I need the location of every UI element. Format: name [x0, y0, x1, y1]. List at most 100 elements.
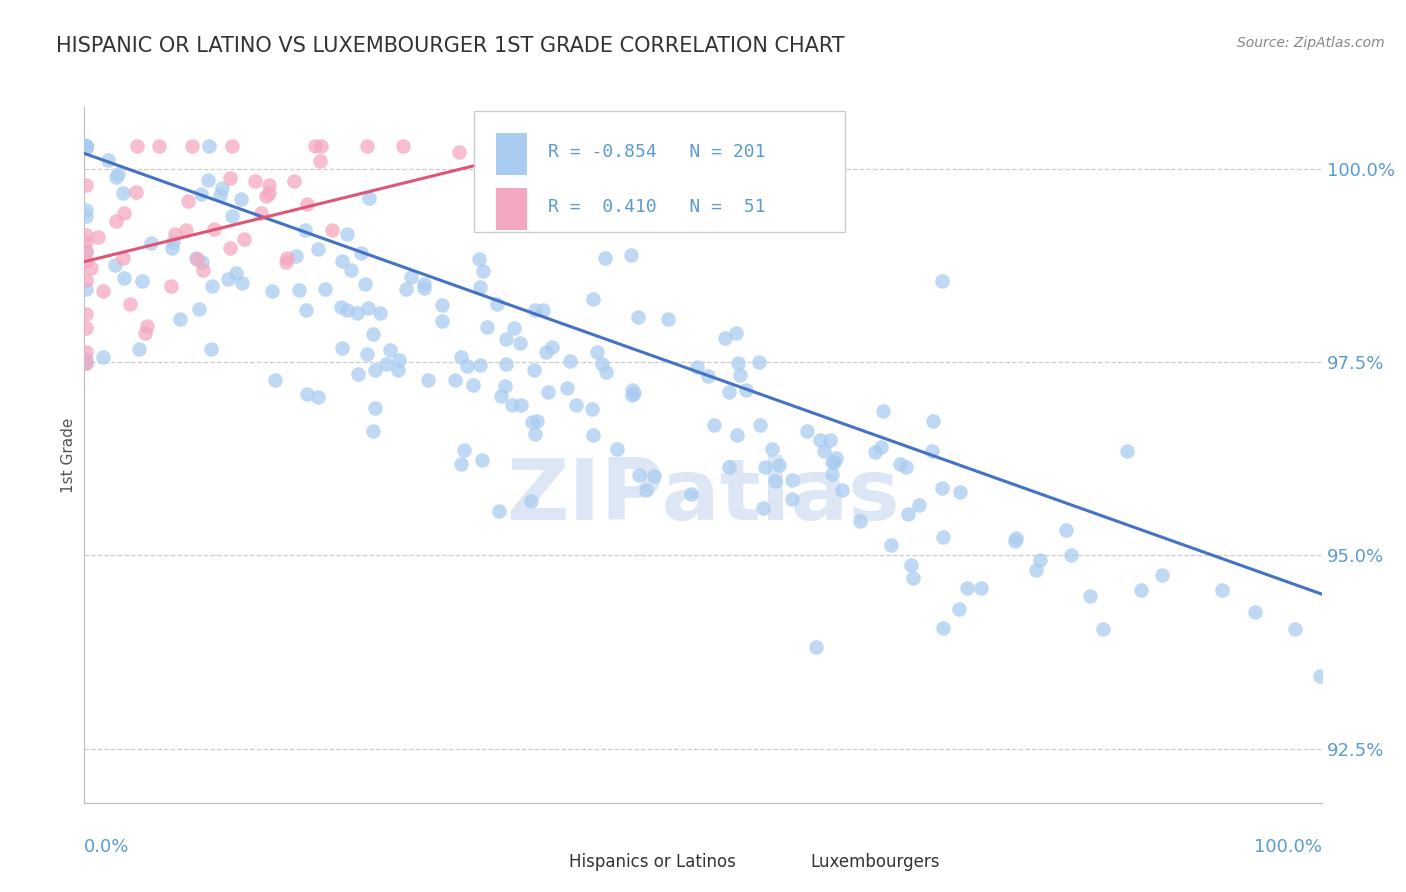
Point	[1092, 622, 1115, 636]
Point	[531, 302, 554, 317]
Point	[932, 621, 955, 635]
Point	[686, 359, 709, 374]
Point	[880, 538, 903, 552]
Point	[97, 153, 120, 167]
Point	[184, 251, 207, 265]
Point	[780, 473, 803, 487]
Point	[725, 326, 748, 340]
Point	[488, 504, 510, 518]
Point	[1284, 622, 1306, 636]
Point	[395, 282, 418, 296]
Point	[87, 230, 110, 244]
Point	[387, 352, 409, 367]
Point	[356, 347, 378, 361]
Text: Luxembourgers: Luxembourgers	[811, 853, 941, 871]
Point	[304, 138, 326, 153]
Point	[430, 314, 453, 328]
Point	[221, 209, 243, 223]
Point	[190, 186, 212, 201]
Point	[368, 306, 391, 320]
Point	[75, 138, 97, 153]
Point	[75, 356, 97, 370]
Point	[586, 345, 609, 359]
Point	[412, 281, 434, 295]
Point	[225, 266, 247, 280]
Point	[509, 336, 531, 351]
Point	[364, 401, 387, 415]
Text: ZIPatlas: ZIPatlas	[506, 455, 900, 538]
Point	[863, 445, 886, 459]
Point	[849, 514, 872, 528]
Point	[284, 249, 307, 263]
Point	[418, 373, 440, 387]
FancyBboxPatch shape	[496, 188, 527, 230]
Point	[523, 427, 546, 442]
Point	[75, 307, 97, 321]
Point	[75, 138, 97, 153]
Point	[276, 254, 298, 268]
Point	[931, 530, 953, 544]
Point	[696, 369, 718, 384]
FancyBboxPatch shape	[474, 111, 845, 232]
Point	[295, 303, 318, 318]
Point	[363, 363, 385, 377]
Point	[361, 326, 384, 341]
Point	[198, 138, 221, 153]
Text: HISPANIC OR LATINO VS LUXEMBOURGER 1ST GRADE CORRELATION CHART: HISPANIC OR LATINO VS LUXEMBOURGER 1ST G…	[56, 36, 845, 55]
Point	[413, 277, 436, 292]
Point	[523, 363, 546, 377]
Point	[136, 318, 159, 333]
Point	[620, 388, 643, 402]
Point	[820, 434, 842, 448]
Point	[75, 273, 97, 287]
Point	[104, 258, 127, 272]
Point	[75, 138, 97, 153]
Point	[495, 333, 517, 347]
Point	[456, 359, 478, 374]
Point	[541, 192, 564, 206]
Point	[105, 169, 128, 184]
Point	[471, 453, 494, 467]
Point	[208, 188, 231, 202]
Point	[810, 433, 832, 447]
Point	[702, 418, 724, 433]
Point	[541, 340, 564, 354]
Point	[104, 214, 127, 228]
Point	[354, 277, 377, 291]
Point	[591, 358, 613, 372]
Point	[75, 227, 97, 242]
Point	[134, 326, 156, 340]
Point	[657, 312, 679, 326]
Point	[1054, 523, 1077, 537]
Point	[357, 301, 380, 316]
Point	[202, 222, 225, 236]
Point	[264, 373, 287, 387]
Point	[956, 581, 979, 595]
Point	[330, 254, 353, 268]
Point	[627, 310, 650, 324]
Point	[1004, 531, 1026, 545]
Point	[494, 379, 516, 393]
Point	[606, 442, 628, 456]
Point	[75, 138, 97, 153]
Point	[823, 455, 845, 469]
Point	[211, 180, 233, 194]
Point	[727, 356, 749, 370]
Point	[309, 153, 332, 168]
Point	[1244, 605, 1267, 619]
Point	[501, 398, 523, 412]
Point	[725, 428, 748, 442]
Point	[218, 241, 240, 255]
Point	[232, 232, 254, 246]
Point	[125, 185, 148, 199]
Point	[75, 203, 97, 218]
Point	[330, 300, 353, 314]
Point	[75, 138, 97, 153]
Point	[357, 191, 380, 205]
Text: 0.0%: 0.0%	[84, 838, 129, 855]
Point	[768, 458, 790, 472]
Point	[908, 498, 931, 512]
Point	[520, 416, 543, 430]
Point	[620, 384, 643, 398]
Point	[806, 640, 828, 654]
